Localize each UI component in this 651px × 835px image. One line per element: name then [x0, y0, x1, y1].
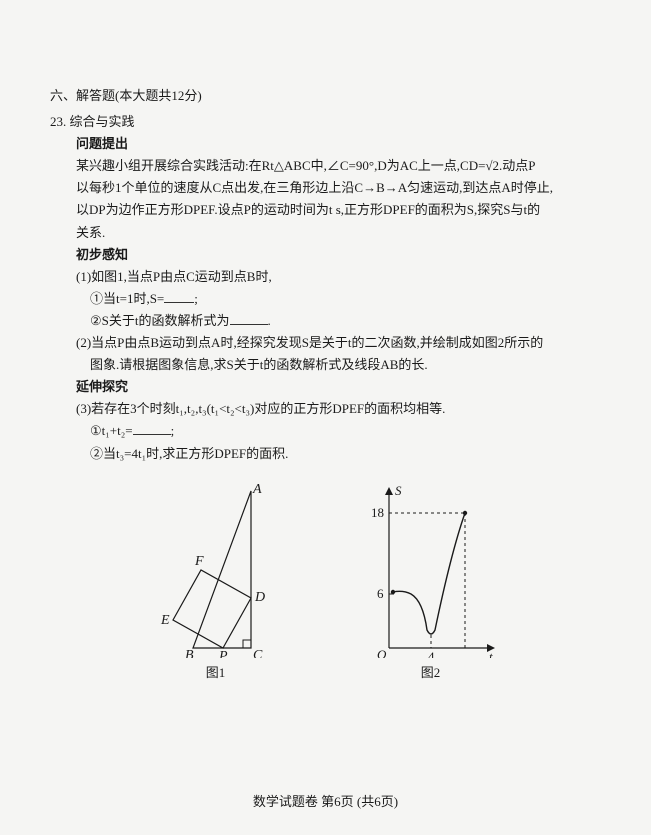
q1a-end: ; — [194, 291, 198, 306]
q1: (1)如图1,当点P由点C运动到点B时, — [76, 266, 601, 288]
q2a: (2)当点P由点B运动到点A时,经探究发现S是关于t的二次函数,并绘制成如图2所… — [76, 332, 601, 354]
origin-O: O — [377, 647, 387, 658]
label-B: B — [185, 648, 194, 658]
q1b: ②S关于t的函数解析式为. — [90, 310, 601, 332]
figure-1-label: 图1 — [151, 662, 281, 684]
label-A: A — [252, 483, 262, 497]
problem-header: 23. 综合与实践 — [50, 111, 601, 133]
figure-1-svg: A B C D E F P — [151, 483, 281, 658]
heading-extend: 延伸探究 — [76, 376, 601, 398]
figure-2-svg: S t O 18 6 4 — [361, 483, 501, 658]
label-D: D — [254, 590, 265, 605]
paragraph-2: 以每秒1个单位的速度从C点出发,在三角形边上沿C→B→A匀速运动,到达点A时停止… — [76, 177, 601, 199]
square-dpef — [173, 570, 251, 648]
blank-3 — [133, 421, 171, 435]
xtick-4: 4 — [428, 649, 435, 658]
q1b-end: . — [268, 313, 271, 328]
ytick-18: 18 — [371, 505, 384, 520]
blank-2 — [230, 311, 268, 325]
q3a-end: ; — [171, 423, 175, 438]
curve — [393, 513, 465, 634]
q1a-text: ①当t=1时,S= — [90, 291, 164, 306]
problem-title: 综合与实践 — [70, 114, 135, 129]
q2b: 图象.请根据图象信息,求S关于t的函数解析式及线段AB的长. — [90, 354, 601, 376]
label-E: E — [160, 613, 170, 628]
right-angle-mark — [243, 640, 251, 648]
figures-row: A B C D E F P 图1 — [50, 483, 601, 684]
axis-S: S — [395, 483, 402, 498]
q3b: ②当t₃=4t₁时,求正方形DPEF的面积. — [90, 443, 601, 465]
q3: (3)若存在3个时刻t₁,t₂,t₃(t₁<t₂<t₃)对应的正方形DPEF的面… — [76, 398, 601, 420]
axis-t: t — [489, 649, 493, 658]
problem-number: 23. — [50, 114, 66, 129]
q3a: ①t₁+t₂=; — [90, 420, 601, 442]
q1a: ①当t=1时,S=; — [90, 288, 601, 310]
q3a-text: ①t₁+t₂= — [90, 423, 133, 438]
blank-1 — [164, 289, 194, 303]
figure-2-box: S t O 18 6 4 图2 — [361, 483, 501, 684]
figure-1-box: A B C D E F P 图1 — [151, 483, 281, 684]
label-F: F — [194, 554, 204, 569]
label-C: C — [253, 648, 263, 658]
section-title: 六、解答题(本大题共12分) — [50, 85, 601, 107]
figure-2-label: 图2 — [361, 662, 501, 684]
point-end — [462, 510, 466, 514]
ytick-6: 6 — [377, 586, 384, 601]
paragraph-3: 以DP为边作正方形DPEF.设点P的运动时间为t s,正方形DPEF的面积为S,… — [76, 199, 601, 221]
triangle-abc — [193, 491, 251, 648]
page-footer: 数学试题卷 第6页 (共6页) — [0, 791, 651, 813]
point-start — [390, 589, 394, 593]
paragraph-1: 某兴趣小组开展综合实践活动:在Rt△ABC中,∠C=90°,D为AC上一点,CD… — [76, 155, 601, 177]
q1b-text: ②S关于t的函数解析式为 — [90, 313, 230, 328]
heading-initial: 初步感知 — [76, 244, 601, 266]
paragraph-4: 关系. — [76, 222, 601, 244]
heading-question: 问题提出 — [76, 133, 601, 155]
label-P: P — [218, 649, 228, 658]
y-arrow — [385, 487, 393, 495]
